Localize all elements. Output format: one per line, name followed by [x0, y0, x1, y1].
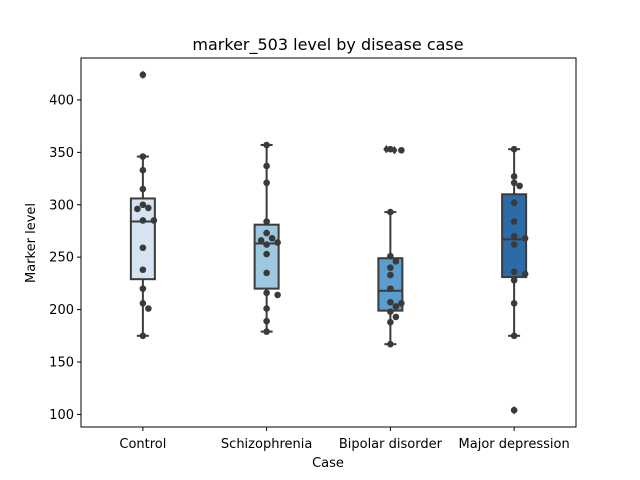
data-point: [134, 205, 141, 213]
data-point: [510, 199, 518, 206]
data-point: [139, 332, 147, 340]
y-tick-label: 200: [49, 303, 74, 318]
data-point: [398, 146, 405, 154]
data-point: [139, 153, 147, 160]
data-point: [387, 145, 394, 153]
data-point: [139, 166, 147, 174]
plot-frame: [80, 57, 577, 428]
data-point: [139, 185, 147, 193]
data-point: [392, 303, 400, 310]
data-point: [263, 141, 270, 149]
box-iqr: [129, 197, 156, 281]
data-point: [510, 332, 518, 340]
data-point: [263, 241, 270, 248]
data-point: [387, 308, 394, 315]
data-point: [521, 270, 529, 278]
data-point: [510, 406, 518, 414]
data-point: [510, 241, 518, 248]
data-point: [150, 217, 158, 224]
data-point: [387, 271, 394, 279]
data-point: [387, 208, 394, 216]
data-point: [274, 239, 281, 246]
data-point: [392, 258, 400, 265]
data-point: [510, 232, 518, 240]
y-tick-label: 150: [49, 356, 74, 371]
plot-area: 100 150 200 250 300 350 400 Control Schizophreni…: [49, 57, 577, 452]
y-tick-label: 250: [49, 251, 74, 266]
data-point: [510, 173, 518, 180]
data-point: [139, 71, 147, 79]
data-point: [274, 291, 281, 299]
data-point: [263, 317, 270, 325]
x-tick-label: Control: [119, 437, 166, 452]
data-point: [257, 237, 265, 244]
data-point: [398, 300, 405, 307]
data-point: [263, 179, 270, 187]
data-point: [387, 252, 394, 260]
y-tick-label: 300: [49, 198, 74, 213]
data-point: [263, 229, 270, 237]
data-point: [392, 313, 400, 321]
data-point: [139, 300, 147, 307]
data-point: [263, 250, 270, 258]
data-point: [268, 235, 276, 242]
data-point: [263, 218, 270, 225]
data-point: [387, 298, 394, 306]
data-point: [516, 182, 523, 190]
data-point: [139, 217, 147, 224]
data-point: [521, 235, 529, 242]
y-tick-label: 350: [49, 146, 74, 161]
data-point: [387, 285, 394, 292]
outlier-marker: [391, 146, 398, 155]
chart-title: marker_503 level by disease case: [192, 35, 463, 55]
x-tick-label: Bipolar disorder: [339, 437, 443, 452]
x-tick-label: Major depression: [459, 437, 570, 452]
data-point: [139, 266, 147, 274]
data-point: [145, 305, 152, 312]
data-point: [145, 204, 152, 212]
y-axis-label: Marker level: [24, 203, 39, 283]
x-tick-label: Schizophrenia: [221, 437, 312, 452]
data-point: [263, 328, 270, 335]
x-axis-label: Case: [312, 456, 344, 471]
data-point: [263, 289, 270, 297]
data-point: [387, 318, 394, 326]
data-point: [139, 244, 147, 252]
data-point: [510, 276, 518, 284]
data-point: [387, 340, 394, 348]
data-point: [510, 179, 518, 187]
data-point: [263, 269, 270, 277]
data-point: [387, 264, 394, 271]
outlier-marker: [383, 145, 390, 154]
data-point: [510, 218, 518, 225]
y-tick-label: 100: [49, 408, 74, 423]
data-point: [139, 285, 147, 292]
data-point: [510, 268, 518, 276]
y-tick-label: 400: [49, 93, 74, 108]
data-point: [263, 162, 270, 170]
data-point: [139, 201, 147, 209]
data-point: [510, 300, 518, 307]
data-point: [263, 305, 270, 312]
data-point: [510, 145, 518, 153]
